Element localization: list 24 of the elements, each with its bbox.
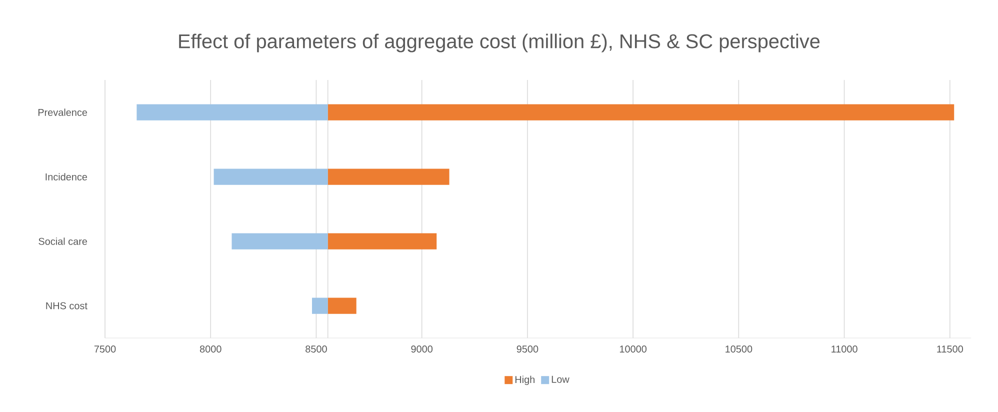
y-tick-label: NHS cost (46, 302, 88, 310)
y-tick-label: Social care (38, 238, 88, 245)
bar (328, 298, 356, 314)
x-tick-label: 10500 (726, 346, 752, 353)
y-tick-label: Prevalence (38, 108, 88, 116)
bar (328, 233, 437, 250)
legend-label: Low (552, 376, 570, 383)
x-tick-label: 9000 (411, 346, 433, 353)
x-tick-label: 8500 (306, 346, 327, 353)
bar (214, 168, 328, 185)
y-tick-label: Incidence (46, 173, 88, 180)
x-tick-label: 9500 (516, 346, 538, 353)
x-tick-label: 11500 (937, 346, 963, 353)
bar (136, 104, 328, 120)
bar (328, 168, 450, 185)
bar (328, 104, 954, 120)
x-tick-label: 8000 (200, 346, 222, 353)
bar (312, 298, 328, 314)
x-tick-label: 11000 (832, 346, 858, 353)
x-tick-label: 10000 (620, 346, 647, 353)
chart-title: Effect of parameters of aggregate cost (million £), NHS & SC perspective (179, 34, 820, 52)
bar (232, 233, 328, 250)
x-tick-label: 7500 (94, 346, 116, 353)
legend-label: High (515, 376, 534, 386)
